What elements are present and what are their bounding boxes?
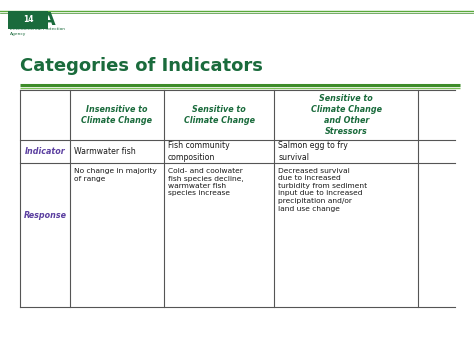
Text: United States
Environmental Protection
Agency: United States Environmental Protection A… <box>10 22 65 37</box>
Text: Warmwater fish: Warmwater fish <box>74 147 136 156</box>
Text: Fish community
composition: Fish community composition <box>167 141 229 162</box>
Text: EPA: EPA <box>18 11 55 29</box>
Text: Salmon egg to fry
survival: Salmon egg to fry survival <box>278 141 348 162</box>
Text: Sensitive to
Climate Change: Sensitive to Climate Change <box>183 105 255 125</box>
Bar <box>8 11 48 29</box>
Text: Cold- and coolwater
fish species decline,
warmwater fish
species increase: Cold- and coolwater fish species decline… <box>167 168 243 197</box>
Text: Response: Response <box>24 211 66 219</box>
Text: Insensitive to
Climate Change: Insensitive to Climate Change <box>81 105 152 125</box>
Text: No change in majority
of range: No change in majority of range <box>74 168 157 181</box>
Text: 14: 14 <box>23 16 33 24</box>
Text: Indicator: Indicator <box>25 147 65 156</box>
Text: Decreased survival
due to increased
turbidity from sediment
input due to increas: Decreased survival due to increased turb… <box>278 168 368 212</box>
Bar <box>20 90 455 307</box>
Text: Categories of Indicators: Categories of Indicators <box>20 57 263 75</box>
Text: Sensitive to
Climate Change
and Other
Stressors: Sensitive to Climate Change and Other St… <box>311 94 382 136</box>
Text: ♛: ♛ <box>10 11 20 21</box>
